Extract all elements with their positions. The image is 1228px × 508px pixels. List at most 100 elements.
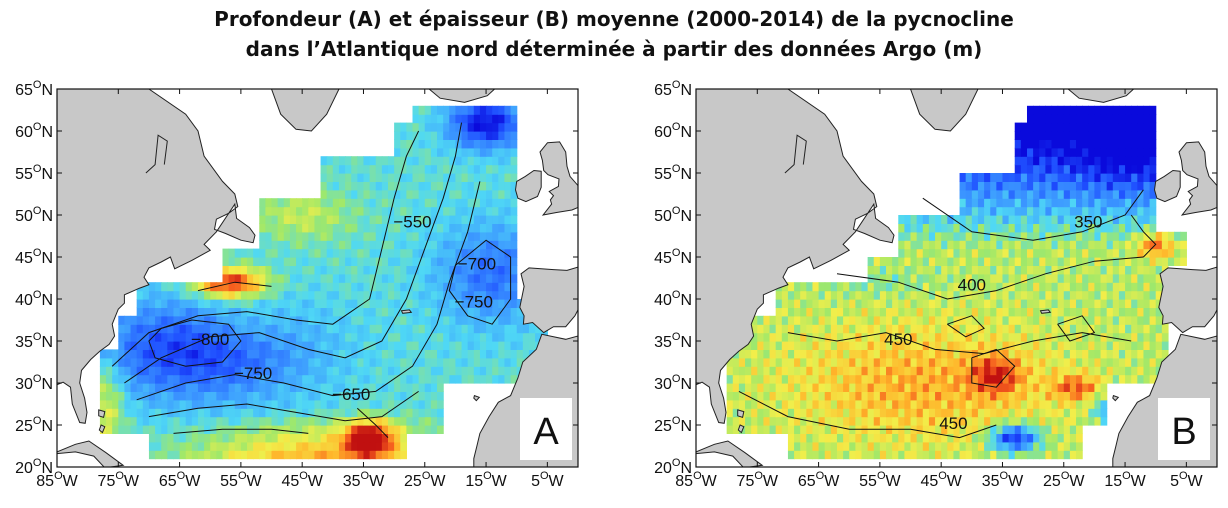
data-cell [314, 215, 322, 224]
data-cell [271, 223, 279, 233]
data-cell [879, 273, 887, 283]
data-cell [461, 131, 469, 140]
data-cell [479, 349, 487, 359]
data-cell [528, 374, 536, 384]
data-cell [916, 282, 924, 292]
data-cell [418, 257, 426, 266]
data-cell [830, 324, 838, 334]
data-cell [387, 341, 395, 350]
data-cell [437, 416, 444, 426]
data-cell [351, 215, 358, 224]
data-cell [265, 215, 273, 224]
data-cells [99, 105, 548, 460]
data-cell [806, 391, 814, 401]
data-cell [873, 391, 881, 401]
data-cell [1014, 357, 1022, 367]
data-cell [467, 105, 475, 115]
data-cell [357, 433, 365, 443]
data-cell [830, 399, 838, 409]
data-cell [479, 273, 487, 283]
data-cell [971, 399, 979, 409]
data-cell [1106, 257, 1114, 266]
data-cell [977, 173, 985, 182]
data-cell [228, 265, 236, 275]
data-cell [394, 433, 401, 443]
data-cell [369, 416, 377, 426]
data-cell [277, 273, 285, 283]
data-cell [277, 257, 285, 266]
data-cell [394, 332, 401, 342]
data-cell [892, 374, 899, 384]
data-cell [738, 399, 746, 409]
data-cell [142, 299, 150, 308]
data-cell [197, 441, 205, 451]
data-cell [1137, 131, 1145, 140]
data-cell [381, 240, 389, 250]
data-cell [1033, 433, 1040, 443]
data-cell [1112, 131, 1120, 140]
data-cell [406, 240, 414, 250]
data-cell [886, 273, 893, 283]
data-cell [424, 357, 432, 367]
data-cell [984, 416, 991, 426]
data-cell [486, 198, 493, 208]
data-cell [400, 189, 407, 199]
data-cell [1118, 223, 1126, 233]
data-cell [228, 374, 236, 384]
data-cell [1008, 391, 1016, 401]
data-cell [892, 290, 899, 300]
data-cell [289, 349, 297, 359]
data-cell [486, 139, 493, 149]
data-cell [843, 357, 850, 367]
data-cell [394, 231, 401, 241]
data-cell [879, 441, 887, 451]
data-cell [277, 240, 285, 250]
data-cell [910, 299, 918, 308]
data-cell [216, 357, 224, 367]
data-cell [369, 341, 377, 350]
data-cell [1143, 257, 1151, 266]
data-cell [1057, 248, 1065, 258]
data-cell [375, 273, 383, 283]
data-cell [412, 282, 420, 292]
data-cell [492, 114, 499, 124]
data-cell [455, 315, 463, 325]
data-cell [228, 383, 236, 392]
data-cell [1106, 139, 1114, 149]
data-cell [228, 399, 236, 409]
data-cell [904, 223, 912, 233]
data-cell [861, 299, 869, 308]
data-cell [486, 324, 493, 334]
data-cell [142, 307, 150, 317]
data-cell [535, 307, 542, 317]
data-cell [1033, 189, 1040, 199]
data-cell [240, 366, 248, 376]
data-cell [1076, 307, 1083, 317]
data-cell [1033, 450, 1040, 460]
data-cell [1002, 399, 1010, 409]
data-cell [1143, 366, 1151, 376]
data-cell [769, 374, 777, 384]
panel-b-axes: 65ON60ON55ON50ON45ON40ON35ON30ON25ON20ON… [654, 79, 1217, 490]
data-cell [351, 315, 358, 325]
data-cell [775, 324, 783, 334]
data-cell [412, 139, 420, 149]
data-cell [430, 147, 438, 157]
data-cell [867, 257, 875, 266]
data-cell [161, 408, 168, 418]
data-cell [498, 273, 506, 283]
data-cell [879, 383, 887, 392]
data-cell [922, 332, 930, 342]
data-cell [179, 391, 187, 401]
data-cell [1082, 181, 1089, 191]
data-cell [1118, 173, 1126, 182]
data-cell [953, 307, 961, 317]
data-cell [277, 433, 285, 443]
data-cell [1125, 349, 1132, 359]
data-cell [228, 257, 236, 266]
data-cell [1051, 240, 1059, 250]
data-cell [947, 299, 955, 308]
data-cell [1014, 408, 1022, 418]
data-cell [984, 198, 991, 208]
data-cell [326, 156, 334, 166]
